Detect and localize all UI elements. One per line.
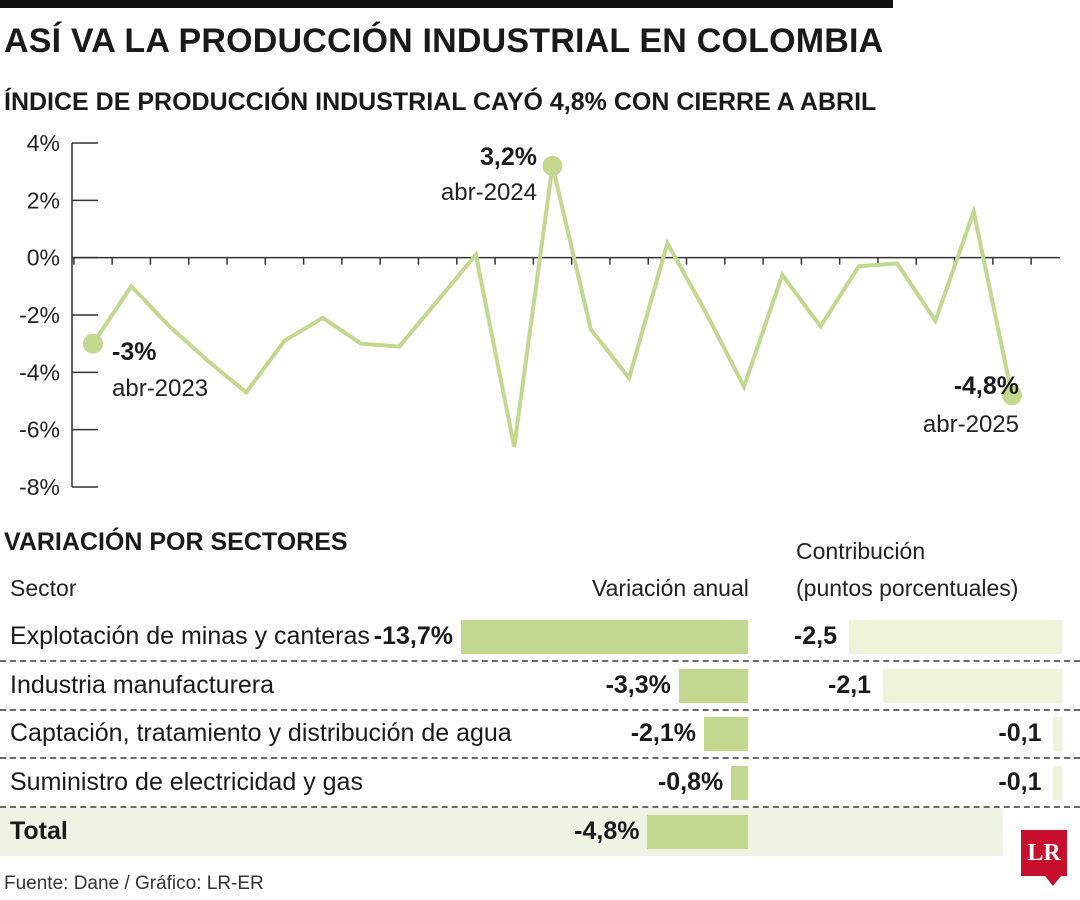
y-tick-label: 4% xyxy=(27,130,60,156)
y-tick-label: 2% xyxy=(27,187,60,213)
data-point xyxy=(321,316,325,320)
lr-logo-tail xyxy=(1045,876,1061,886)
sector-name: Explotación de minas y canteras xyxy=(10,622,370,650)
total-row-background xyxy=(0,808,1003,856)
highlight-point xyxy=(83,333,103,354)
total-label: Total xyxy=(10,817,68,845)
data-point xyxy=(129,284,133,288)
contribution-value: -2,5 xyxy=(793,622,837,650)
data-point xyxy=(168,324,172,328)
row-divider xyxy=(0,660,1080,662)
y-tick-label: -2% xyxy=(19,302,60,328)
contribution-value: -0,1 xyxy=(998,719,1042,747)
sector-column-header: Sector xyxy=(10,575,77,601)
total-variation-bar xyxy=(647,815,748,849)
total-row: Total -4,8% xyxy=(0,807,1080,857)
contribution-bar xyxy=(849,620,1062,654)
row-divider xyxy=(0,757,1080,759)
variation-value: -3,3% xyxy=(605,670,671,699)
data-point xyxy=(933,319,937,323)
data-point xyxy=(704,310,708,314)
contribution-bar xyxy=(1053,765,1062,800)
variation-column-header: Variación anual xyxy=(592,575,749,601)
y-tick-label: -8% xyxy=(19,474,60,500)
y-tick-label: 0% xyxy=(27,245,60,271)
variation-value: -0,8% xyxy=(657,767,724,796)
annotation-date: abr-2024 xyxy=(441,179,537,206)
data-point xyxy=(206,359,210,363)
contribution-column-header-line1: Contribución xyxy=(796,538,926,564)
sector-row: Captación, tratamiento y distribución de… xyxy=(0,709,1080,759)
data-point xyxy=(627,376,631,380)
data-point xyxy=(972,210,976,214)
data-point xyxy=(780,273,784,277)
row-divider xyxy=(0,708,1080,711)
total-variation-value: -4,8% xyxy=(574,817,640,845)
data-point xyxy=(359,342,363,346)
data-point xyxy=(512,445,516,449)
variation-value: -2,1% xyxy=(630,719,697,747)
y-tick-label: -6% xyxy=(19,417,60,443)
sector-name: Suministro de electricidad y gas xyxy=(10,767,363,796)
sector-row: Explotación de minas y canteras -13,7% -2,… xyxy=(0,612,1080,662)
contribution-value: -2,1 xyxy=(828,670,872,699)
sector-name: Captación, tratamiento y distribución de… xyxy=(10,719,512,747)
lr-logo: LR xyxy=(1021,830,1067,876)
variation-bar xyxy=(731,765,748,800)
series-line xyxy=(91,165,1014,448)
line-chart: 4% 2% 0% -2% -4% -6% -8% -3% abr-2023 3,2% abr-202… xyxy=(19,130,1060,500)
source-note: Fuente: Dane / Gráfico: LR-ER xyxy=(4,873,264,894)
variation-bar xyxy=(704,717,748,751)
annotation-date: abr-2023 xyxy=(112,375,208,402)
annotation-date: abr-2025 xyxy=(923,411,1019,438)
y-tick-label: -4% xyxy=(19,359,60,385)
top-rule xyxy=(0,0,893,8)
data-point xyxy=(665,241,669,245)
data-point xyxy=(742,385,746,389)
sector-name: Industria manufacturera xyxy=(10,670,275,699)
contribution-bar xyxy=(1053,717,1062,751)
sector-row: Industria manufacturera -3,3% -2,1 xyxy=(0,661,1080,711)
page-title: ASÍ VA LA PRODUCCIÓN INDUSTRIAL EN COLOM… xyxy=(4,22,884,60)
sectors-title: VARIACIÓN POR SECTORES xyxy=(4,528,348,556)
contribution-value: -0,1 xyxy=(998,767,1042,796)
data-point xyxy=(819,324,823,328)
variation-bar xyxy=(678,668,748,703)
row-divider xyxy=(0,805,1080,808)
data-point xyxy=(857,264,861,268)
contribution-bar xyxy=(883,668,1062,703)
highlight-point xyxy=(542,155,563,176)
chart-subtitle: ÍNDICE DE PRODUCCIÓN INDUSTRIAL CAYÓ 4,8… xyxy=(4,88,877,116)
data-point xyxy=(474,253,478,257)
annotation-value: -3% xyxy=(112,338,156,366)
sector-row: Suministro de electricidad y gas -0,8% -0,… xyxy=(0,758,1080,808)
variation-bar xyxy=(461,620,748,654)
data-point xyxy=(436,299,440,303)
variation-value: -13,7% xyxy=(373,622,453,650)
data-point xyxy=(397,345,401,349)
highlight-point xyxy=(1002,385,1022,406)
contribution-column-header-line2: (puntos porcentuales) xyxy=(796,575,1019,601)
annotation-value: 3,2% xyxy=(480,143,537,171)
data-point xyxy=(244,390,248,394)
annotation-value: -4,8% xyxy=(954,372,1019,400)
data-point xyxy=(589,327,593,331)
data-point xyxy=(895,261,899,265)
data-point xyxy=(282,339,286,343)
